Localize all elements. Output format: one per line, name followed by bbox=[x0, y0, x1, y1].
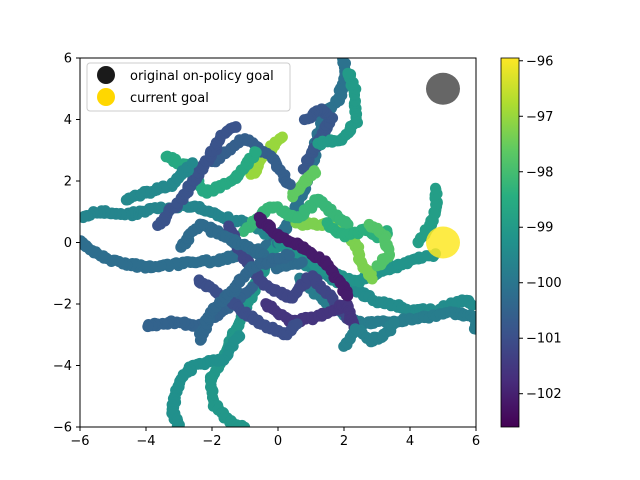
current-goal-marker bbox=[426, 226, 460, 259]
trajectory-point bbox=[142, 321, 154, 333]
x-tick-label: −6 bbox=[70, 434, 89, 449]
legend-frame bbox=[86, 62, 291, 112]
colorbar-tick-label: −102 bbox=[526, 387, 562, 402]
trajectory-point bbox=[284, 249, 295, 261]
x-tick-label: 6 bbox=[472, 434, 480, 449]
colorbar-gradient bbox=[500, 57, 520, 428]
trajectory-point bbox=[308, 165, 320, 177]
trajectory-point bbox=[342, 67, 354, 79]
trajectory-4 bbox=[166, 330, 246, 427]
legend-label-current-goal: current goal bbox=[130, 91, 209, 106]
trajectory-25 bbox=[152, 121, 242, 231]
trajectory-point bbox=[171, 420, 183, 427]
y-tick-label: −2 bbox=[53, 298, 72, 313]
trajectory-26 bbox=[120, 157, 198, 206]
trajectory-point bbox=[366, 273, 378, 285]
trajectory-point bbox=[80, 212, 89, 224]
trajectory-point bbox=[291, 318, 303, 330]
trajectory-28 bbox=[194, 248, 295, 346]
trajectory-layer bbox=[80, 58, 476, 427]
trajectory-point bbox=[250, 146, 262, 158]
x-tick-label: 0 bbox=[274, 434, 282, 449]
trajectory-point bbox=[230, 121, 242, 133]
trajectory-point bbox=[430, 182, 441, 194]
colorbar-tick-label: −99 bbox=[526, 221, 553, 236]
trajectory-point bbox=[342, 290, 354, 302]
legend: original on-policy goal current goal bbox=[86, 62, 291, 112]
colorbar-tick-label: −96 bbox=[526, 54, 553, 69]
colorbar-tick-label: −98 bbox=[526, 165, 553, 180]
trajectory-point bbox=[298, 114, 310, 126]
trajectory-point bbox=[276, 131, 288, 143]
trajectory-24 bbox=[193, 274, 303, 341]
trajectory-point bbox=[342, 218, 354, 230]
y-tick-label: −6 bbox=[53, 421, 72, 436]
y-tick-label: −4 bbox=[53, 359, 72, 374]
plot-area bbox=[79, 57, 477, 428]
legend-marker-current-goal bbox=[97, 88, 115, 106]
colorbar-tick-label: −97 bbox=[526, 110, 553, 125]
trajectory-point bbox=[80, 237, 89, 249]
trajectory-7 bbox=[312, 67, 363, 151]
goal-markers bbox=[426, 72, 460, 259]
trajectory-point bbox=[187, 157, 198, 169]
trajectory-27 bbox=[253, 211, 354, 302]
trajectory-21 bbox=[338, 316, 400, 352]
trajectory-point bbox=[337, 58, 349, 65]
trajectory-point bbox=[466, 299, 476, 311]
x-tick-label: −2 bbox=[202, 434, 221, 449]
y-tick-label: 4 bbox=[64, 113, 72, 128]
trajectory-point bbox=[371, 260, 383, 272]
colorbar-tick-label: −100 bbox=[526, 276, 562, 291]
y-tick-label: 0 bbox=[64, 236, 72, 251]
trajectory-point bbox=[284, 179, 296, 190]
trajectory-23 bbox=[363, 218, 395, 272]
trajectory-point bbox=[388, 316, 400, 328]
colorbar-tick-label: −101 bbox=[526, 332, 562, 347]
original-goal-marker bbox=[426, 72, 460, 105]
y-axis: −6 −4 −2 0 2 4 6 bbox=[53, 52, 80, 436]
trajectory-point bbox=[296, 256, 308, 268]
legend-label-original-goal: original on-policy goal bbox=[130, 69, 274, 84]
colorbar-ticks: −96 −97 −98 −99 −100 −101 −102 bbox=[519, 54, 562, 402]
colorbar: −96 −97 −98 −99 −100 −101 −102 bbox=[500, 54, 562, 428]
x-tick-label: 2 bbox=[340, 434, 348, 449]
legend-marker-original-goal bbox=[97, 66, 115, 84]
y-tick-label: 6 bbox=[64, 52, 72, 67]
x-axis: −6 −4 −2 0 2 4 6 bbox=[70, 427, 480, 449]
y-tick-label: 2 bbox=[64, 175, 72, 190]
trajectory-point bbox=[239, 421, 251, 427]
trajectory-point bbox=[471, 323, 476, 335]
x-tick-label: −4 bbox=[136, 434, 155, 449]
x-tick-label: 4 bbox=[406, 434, 414, 449]
